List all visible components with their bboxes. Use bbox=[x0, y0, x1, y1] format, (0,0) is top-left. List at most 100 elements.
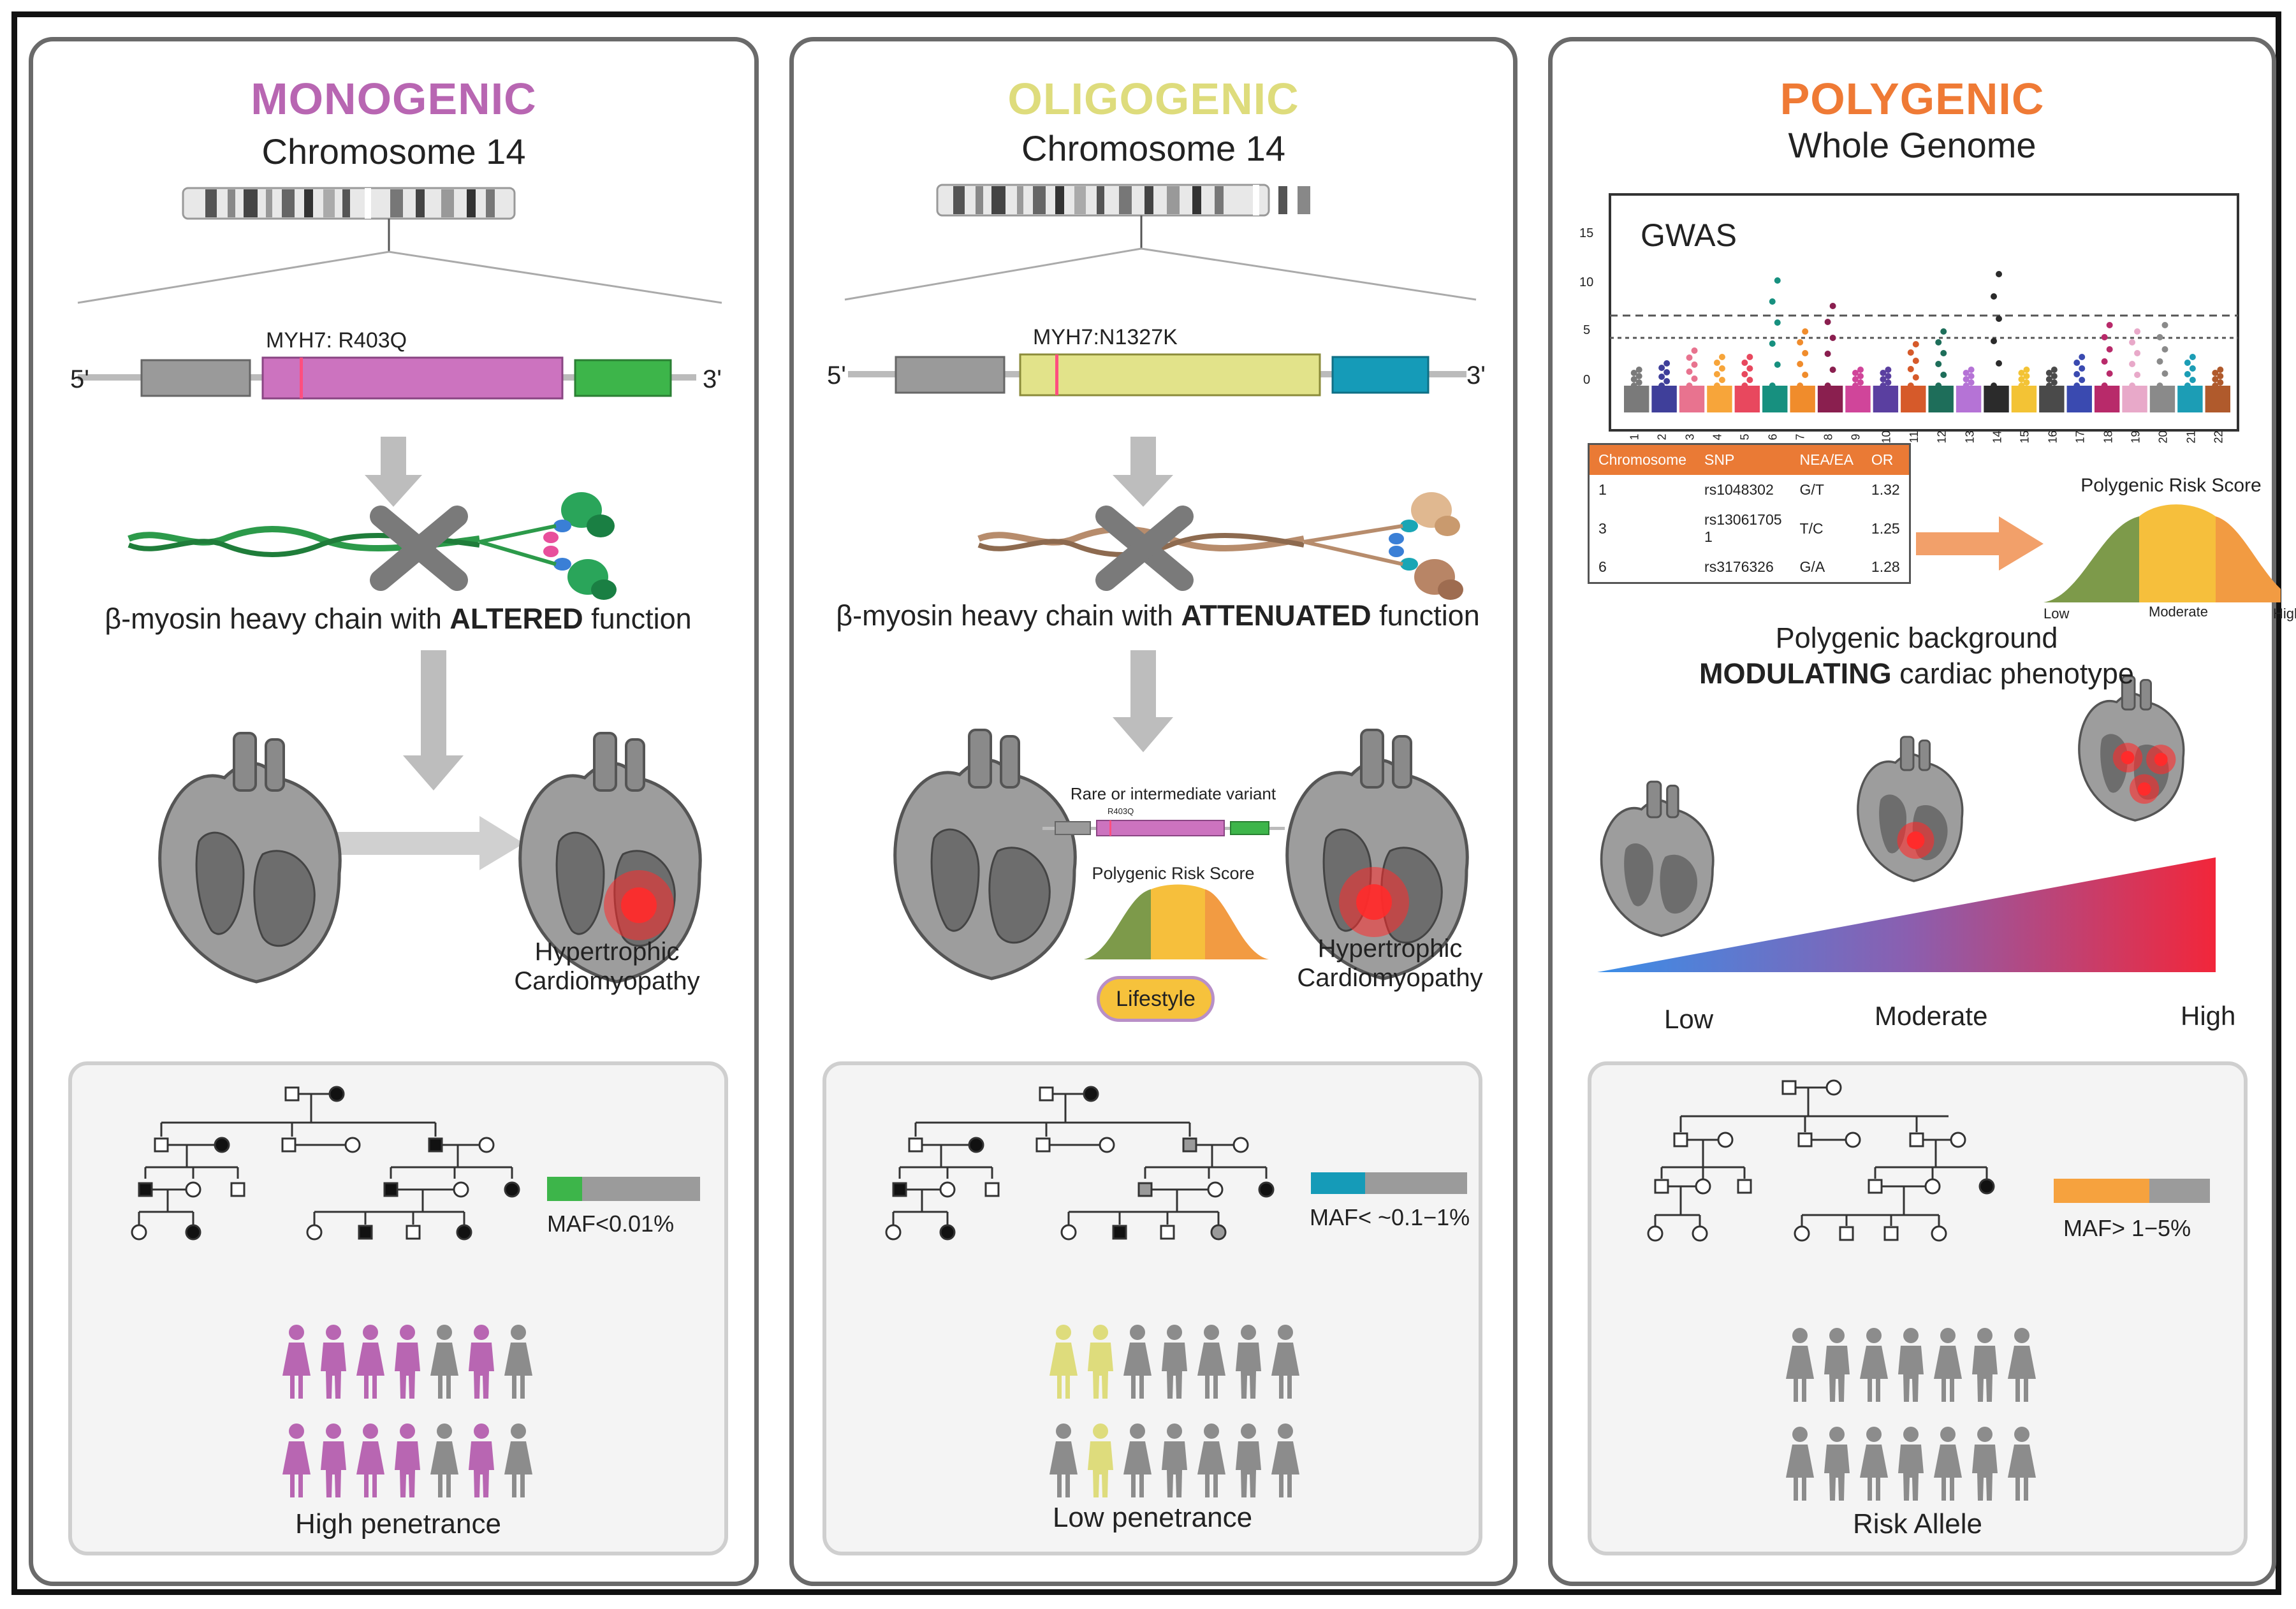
person-female-icon bbox=[356, 1325, 384, 1399]
gwas-point bbox=[2101, 358, 2108, 365]
risk-allele-label: Risk Allele bbox=[1853, 1508, 1982, 1540]
gene-diagram bbox=[844, 184, 1477, 980]
gwas-point bbox=[1991, 293, 1998, 300]
heart-icon bbox=[1600, 780, 1715, 937]
gwas-point bbox=[2212, 382, 2219, 389]
gwas-point bbox=[1968, 373, 1975, 379]
prs-curve-high bbox=[2216, 516, 2281, 602]
gwas-point bbox=[1829, 335, 1836, 341]
person-female-icon bbox=[1860, 1328, 1888, 1402]
person-male-icon bbox=[1824, 1328, 1850, 1402]
person-male-icon bbox=[1236, 1325, 1261, 1399]
gwas-point bbox=[2023, 367, 2030, 373]
snp-col-or: OR bbox=[1862, 444, 1910, 475]
table-cell: 3 bbox=[1598, 520, 1607, 537]
inset-variant-small: R403Q bbox=[1108, 806, 1134, 816]
background-description: Polygenic background MODULATING cardiac … bbox=[1553, 620, 2281, 692]
table-row: 1 rs1048302 G/T 1.32 bbox=[1589, 475, 1910, 505]
protein-description: β-myosin heavy chain with ATTENUATED fun… bbox=[794, 599, 1522, 632]
protein-illustration bbox=[128, 492, 617, 600]
outcome-line2: Cardiomyopathy bbox=[514, 967, 700, 995]
background-line2: MODULATING cardiac phenotype bbox=[1553, 656, 2281, 692]
gwas-point bbox=[1774, 319, 1781, 326]
heart-hcm-icon bbox=[1285, 729, 1469, 980]
person-female-icon bbox=[1934, 1427, 1962, 1501]
gwas-chromosome-block bbox=[1901, 386, 1926, 412]
gwas-point bbox=[2189, 377, 2196, 383]
gwas-point bbox=[1907, 382, 1914, 389]
arrow-down-2 bbox=[403, 650, 464, 790]
gwas-point bbox=[1885, 367, 1892, 373]
chromosome-ideogram bbox=[844, 184, 1477, 301]
gwas-point bbox=[1741, 371, 1748, 377]
person-male-icon bbox=[1236, 1423, 1261, 1497]
prs-curve-moderate bbox=[2139, 504, 2216, 602]
gwas-point bbox=[1935, 382, 1942, 389]
gwas-point bbox=[1852, 376, 1859, 382]
gwas-point bbox=[1935, 361, 1942, 367]
gene-diagram bbox=[77, 187, 722, 984]
table-cell: G/T bbox=[1799, 481, 1824, 498]
gwas-point bbox=[1940, 328, 1947, 335]
penetrance-label: Low penetrance bbox=[1052, 1502, 1253, 1533]
protein-emphasis: ATTENUATED bbox=[1181, 599, 1371, 632]
gwas-point bbox=[2073, 360, 2080, 366]
pedigree-chart bbox=[131, 1086, 520, 1241]
gwas-point bbox=[2051, 373, 2058, 379]
outcome-label: Hypertrophic Cardiomyopathy bbox=[1269, 934, 1511, 993]
gwas-point bbox=[1691, 347, 1698, 354]
outcome-line1: Hypertrophic bbox=[534, 938, 680, 966]
outcome-label: Hypertrophic Cardiomyopathy bbox=[486, 937, 728, 996]
gwas-point bbox=[1857, 373, 1864, 379]
gwas-point bbox=[1718, 365, 1725, 372]
maf-bar bbox=[2054, 1179, 2210, 1203]
heart-high-icon bbox=[2078, 675, 2185, 822]
pedigree-chart bbox=[1647, 1079, 1995, 1242]
gwas-point bbox=[2023, 373, 2030, 379]
gwas-point bbox=[1774, 361, 1781, 368]
person-female-icon bbox=[1123, 1423, 1152, 1497]
snp-table-header: Chromosome SNP NEA/EA OR bbox=[1588, 444, 1910, 475]
gwas-point bbox=[1802, 328, 1809, 335]
snp-col-nea-ea: NEA/EA bbox=[1790, 444, 1862, 475]
gwas-point bbox=[1912, 358, 1919, 364]
gwas-chromosome-block bbox=[2149, 386, 2175, 412]
person-female-icon bbox=[430, 1423, 458, 1497]
person-male-icon bbox=[395, 1423, 420, 1497]
gwas-point bbox=[2212, 370, 2219, 376]
person-female-icon bbox=[1860, 1427, 1888, 1501]
background-line1: Polygenic background bbox=[1775, 622, 2058, 654]
panel-subtitle: Chromosome 14 bbox=[261, 131, 526, 171]
protein-prefix: β-myosin heavy chain with bbox=[105, 602, 450, 635]
gwas-point bbox=[2079, 377, 2086, 383]
person-male-icon bbox=[1162, 1325, 1187, 1399]
table-cell: T/C bbox=[1799, 520, 1824, 537]
gwas-point bbox=[1713, 371, 1720, 377]
gwas-chromosome-block bbox=[1873, 386, 1899, 412]
gwas-point bbox=[2217, 373, 2224, 379]
maf-bar bbox=[1311, 1172, 1467, 1194]
heart-moderate-icon bbox=[1857, 736, 1964, 882]
person-female-icon bbox=[1934, 1328, 1962, 1402]
protein-suffix: function bbox=[1371, 599, 1480, 632]
gwas-point bbox=[2134, 328, 2141, 335]
gwas-point bbox=[2217, 379, 2224, 386]
gwas-point bbox=[1741, 360, 1748, 366]
gwas-point bbox=[1746, 365, 1753, 372]
table-cell: 6 bbox=[1598, 558, 1607, 575]
person-male-icon bbox=[469, 1325, 494, 1399]
person-male-icon bbox=[469, 1423, 494, 1497]
gwas-point bbox=[1686, 368, 1693, 375]
gwas-point bbox=[2023, 379, 2030, 386]
person-female-icon bbox=[1271, 1325, 1299, 1399]
gwas-chromosome-block bbox=[1762, 386, 1788, 412]
gwas-point bbox=[2156, 358, 2163, 365]
arrow-down-1 bbox=[365, 437, 422, 507]
gwas-point bbox=[2018, 370, 2025, 376]
gwas-chromosome-block bbox=[1817, 386, 1843, 412]
gwas-point bbox=[1991, 338, 1998, 344]
table-cell: G/A bbox=[1799, 558, 1825, 575]
gwas-point bbox=[2156, 334, 2163, 340]
table-cell: 1 bbox=[1598, 481, 1607, 498]
gwas-point bbox=[1996, 271, 2003, 277]
